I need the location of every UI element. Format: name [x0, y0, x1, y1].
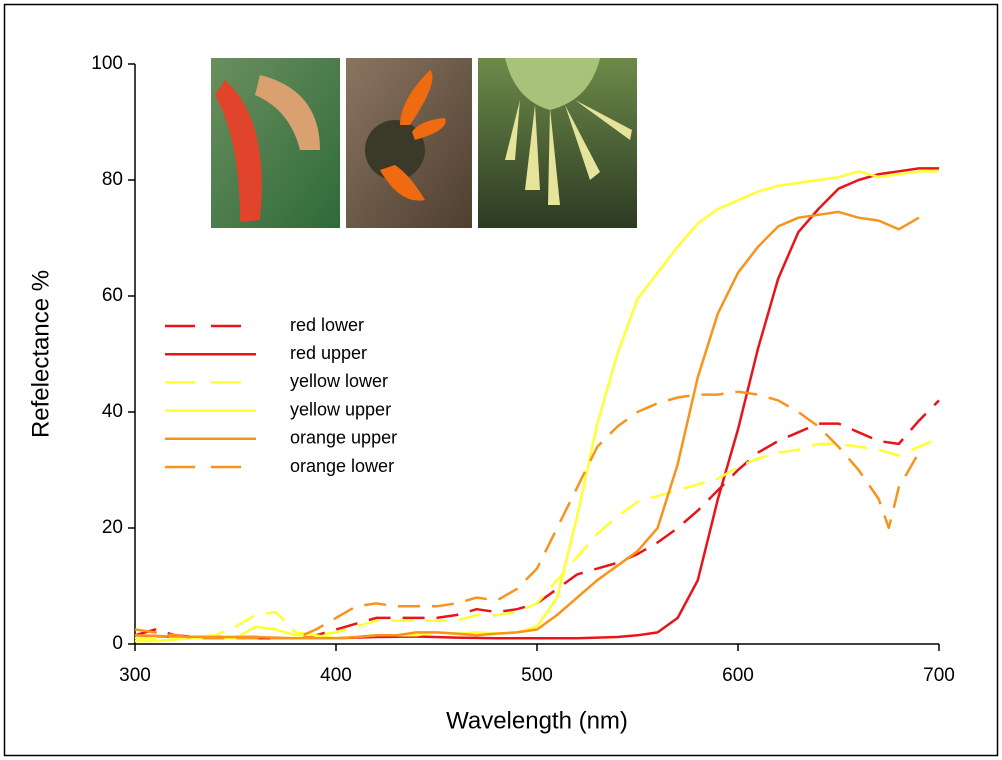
petal [215, 80, 262, 222]
petal [380, 70, 446, 201]
x-tick-label: 400 [320, 665, 352, 686]
series-line [134, 390, 920, 640]
y-tick-label: 80 [102, 169, 123, 190]
plot [134, 167, 940, 643]
x-tick-label: 500 [521, 665, 553, 686]
legend-label: orange upper [290, 428, 397, 448]
legend-label: orange lower [290, 456, 394, 476]
legend-label: yellow lower [290, 371, 388, 391]
bract [505, 58, 600, 110]
legend: red lower red upper yellow lower yellow upp… [165, 315, 397, 476]
axes: 0 20 40 60 80 100 300 400 500 600 700 [91, 53, 955, 686]
photos [211, 58, 637, 228]
legend-label: yellow upper [290, 399, 391, 419]
y-tick-label: 60 [102, 285, 123, 306]
legend-label: red lower [290, 315, 364, 335]
series-line [134, 210, 920, 640]
y-tick-label: 40 [102, 401, 123, 422]
petal [255, 75, 320, 150]
y-axis-title: Refelectance % [27, 270, 54, 438]
x-tick-label: 300 [119, 665, 151, 686]
petal [505, 100, 632, 205]
x-axis-title: Wavelength (nm) [446, 707, 628, 734]
y-tick-label: 20 [102, 517, 123, 538]
series-line [135, 170, 939, 643]
flower-head [365, 120, 425, 180]
y-tick-label: 100 [91, 53, 123, 74]
legend-label: red upper [290, 343, 367, 363]
x-tick-label: 700 [923, 665, 955, 686]
series-line [135, 436, 940, 640]
y-tick-label: 0 [112, 633, 123, 654]
x-tick-label: 600 [722, 665, 754, 686]
